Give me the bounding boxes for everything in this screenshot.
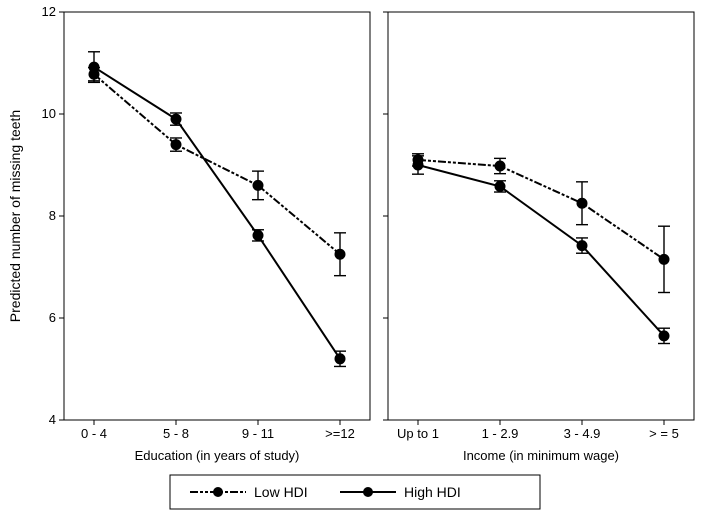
data-marker xyxy=(577,241,587,251)
series-line-low xyxy=(94,74,340,254)
data-marker xyxy=(577,198,587,208)
x-axis-label: Income (in minimum wage) xyxy=(463,448,619,463)
x-axis-label: Education (in years of study) xyxy=(135,448,300,463)
x-tick-label: 1 - 2.9 xyxy=(482,426,519,441)
data-marker xyxy=(659,254,669,264)
legend-marker xyxy=(363,487,373,497)
y-tick-label: 4 xyxy=(49,412,56,427)
figure: Predicted number of missing teeth 4 6 8 10 12… xyxy=(0,0,709,523)
series-line-high xyxy=(94,67,340,359)
y-tick-label: 6 xyxy=(49,310,56,325)
chart-svg: Predicted number of missing teeth 4 6 8 10 12… xyxy=(0,0,709,523)
data-marker xyxy=(253,180,263,190)
x-tick-label: 3 - 4.9 xyxy=(564,426,601,441)
x-tick-label: 0 - 4 xyxy=(81,426,107,441)
data-marker xyxy=(495,181,505,191)
legend-label: Low HDI xyxy=(254,484,308,500)
y-tick-label: 8 xyxy=(49,208,56,223)
y-tick-label: 10 xyxy=(42,106,56,121)
y-tick-label: 12 xyxy=(42,4,56,19)
panel-frame xyxy=(64,12,370,420)
data-marker xyxy=(335,354,345,364)
data-marker xyxy=(89,62,99,72)
data-marker xyxy=(335,249,345,259)
y-axis-label: Predicted number of missing teeth xyxy=(7,110,23,322)
x-tick-label: 9 - 11 xyxy=(242,426,274,441)
x-tick-label: > = 5 xyxy=(649,426,679,441)
legend-marker xyxy=(213,487,223,497)
series-line-high xyxy=(418,165,664,336)
legend-label: High HDI xyxy=(404,484,461,500)
data-marker xyxy=(171,114,181,124)
data-marker xyxy=(659,331,669,341)
x-tick-label: Up to 1 xyxy=(397,426,439,441)
x-tick-label: 5 - 8 xyxy=(163,426,189,441)
data-marker xyxy=(495,161,505,171)
x-tick-label: >=12 xyxy=(325,426,355,441)
data-marker xyxy=(253,230,263,240)
data-marker xyxy=(171,140,181,150)
data-marker xyxy=(413,160,423,170)
